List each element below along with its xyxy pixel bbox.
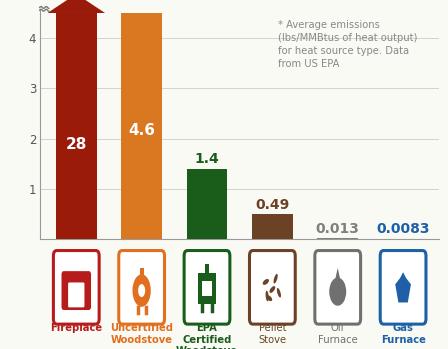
Ellipse shape [274, 274, 278, 283]
Text: Oil
Furnace: Oil Furnace [318, 323, 358, 344]
Ellipse shape [277, 288, 281, 298]
FancyBboxPatch shape [315, 251, 361, 324]
Text: 28: 28 [65, 136, 87, 151]
Bar [121, 13, 162, 239]
Circle shape [137, 283, 146, 298]
Polygon shape [395, 272, 411, 303]
Bar [318, 238, 358, 239]
Ellipse shape [269, 286, 275, 293]
Text: * Average emissions
(lbs/MMBtus of heat output)
for heat source type. Data
from : * Average emissions (lbs/MMBtus of heat … [278, 20, 417, 69]
Text: Uncertified
Woodstove: Uncertified Woodstove [110, 323, 173, 344]
FancyBboxPatch shape [380, 251, 426, 324]
FancyBboxPatch shape [250, 251, 295, 324]
Text: Gas
Furnace: Gas Furnace [381, 323, 426, 344]
Bar [252, 214, 293, 239]
Ellipse shape [263, 279, 269, 285]
Bar [140, 268, 144, 279]
Bar [187, 169, 227, 239]
Text: 1.4: 1.4 [194, 152, 220, 166]
FancyBboxPatch shape [184, 251, 230, 324]
Polygon shape [47, 0, 105, 13]
Text: EPA
Certified
Woodstove: EPA Certified Woodstove [176, 323, 238, 349]
Text: 28: 28 [36, 0, 49, 2]
Text: Fireplace: Fireplace [50, 323, 102, 333]
Polygon shape [335, 268, 340, 280]
Bar [202, 281, 212, 296]
FancyBboxPatch shape [119, 251, 164, 324]
FancyBboxPatch shape [53, 251, 99, 324]
Text: 0.49: 0.49 [255, 198, 289, 212]
Text: Pellet
Stove: Pellet Stove [258, 323, 286, 344]
Bar [198, 273, 216, 304]
FancyBboxPatch shape [68, 282, 84, 307]
Ellipse shape [266, 291, 269, 301]
Text: 0.013: 0.013 [316, 222, 360, 236]
Ellipse shape [266, 295, 272, 301]
Polygon shape [56, 13, 96, 239]
Ellipse shape [133, 274, 151, 307]
FancyBboxPatch shape [63, 272, 90, 309]
Text: 0.0083: 0.0083 [376, 222, 430, 236]
Circle shape [329, 277, 346, 306]
Bar [205, 263, 209, 273]
Text: 4.6: 4.6 [128, 123, 155, 138]
